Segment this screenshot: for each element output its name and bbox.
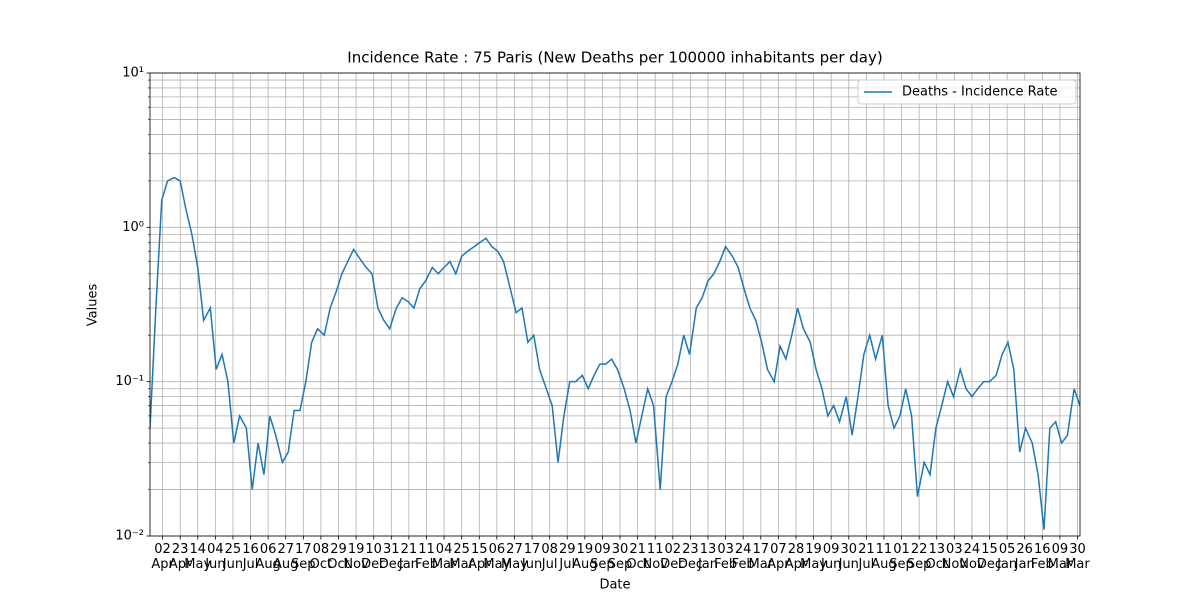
y-tick-label: 10⁻² bbox=[115, 529, 144, 544]
y-tick-label: 10⁰ bbox=[122, 220, 144, 235]
chart-title: Incidence Rate : 75 Paris (New Deaths pe… bbox=[347, 49, 882, 67]
y-tick-label: 10¹ bbox=[122, 66, 144, 81]
legend-label: Deaths - Incidence Rate bbox=[902, 85, 1057, 100]
legend-box bbox=[857, 79, 1077, 105]
x-axis-label: Date bbox=[599, 578, 630, 593]
data-line bbox=[150, 176, 1080, 530]
y-tick-label: 10⁻¹ bbox=[115, 374, 144, 389]
axes-frame bbox=[149, 72, 1081, 537]
y-axis-label: Values bbox=[86, 284, 101, 327]
